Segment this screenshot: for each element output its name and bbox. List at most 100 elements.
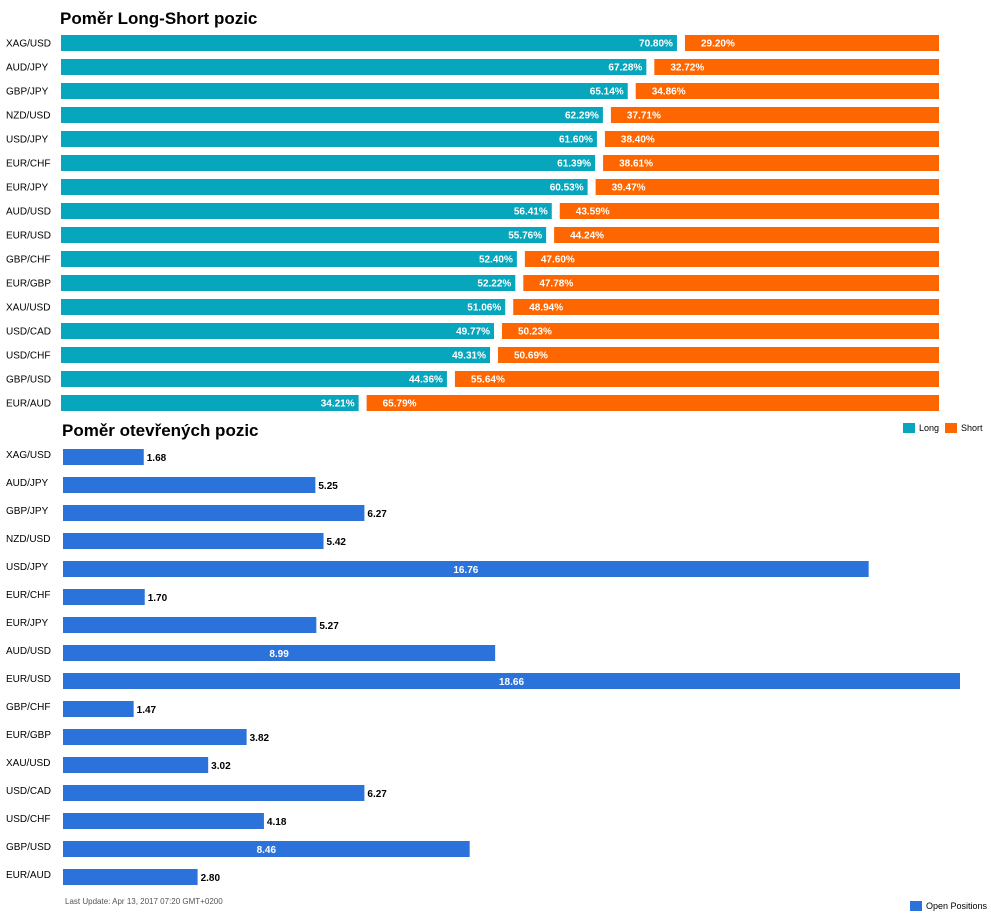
short-value-label-gbp-jpy: 34.86% <box>652 87 686 98</box>
short-bar-usd-cad[interactable] <box>501 323 939 339</box>
open-positions-value-label-gbp-chf: 1.47 <box>137 705 157 716</box>
short-value-label-gbp-chf: 47.60% <box>541 255 575 266</box>
long-bar-usd-chf[interactable] <box>61 347 490 363</box>
open-positions-bar-eur-jpy[interactable] <box>63 617 317 633</box>
long-bar-xau-usd[interactable] <box>61 299 506 315</box>
open-positions-bar-eur-gbp[interactable] <box>63 729 247 745</box>
long-bar-usd-jpy[interactable] <box>61 131 597 147</box>
long-value-label-gbp-jpy: 65.14% <box>590 87 624 98</box>
op-category-label-eur-usd: EUR/USD <box>6 674 51 685</box>
short-value-label-eur-jpy: 39.47% <box>612 183 646 194</box>
short-bar-eur-gbp[interactable] <box>523 275 939 291</box>
open-positions-bar-eur-usd[interactable] <box>63 673 960 689</box>
long-bar-eur-jpy[interactable] <box>61 179 588 195</box>
ls-category-label-gbp-usd: GBP/USD <box>6 375 51 386</box>
short-value-label-eur-chf: 38.61% <box>619 159 653 170</box>
legend-item-open-positions[interactable]: Open Positions <box>910 901 987 911</box>
open-positions-value-label-xau-usd: 3.02 <box>211 761 231 772</box>
short-bar-aud-jpy[interactable] <box>654 59 939 75</box>
short-value-label-aud-jpy: 32.72% <box>670 63 704 74</box>
long-value-label-eur-chf: 61.39% <box>557 159 591 170</box>
legend-swatch-long <box>903 423 915 433</box>
open-positions-chart-title: Poměr otevřených pozic <box>62 421 259 440</box>
open-positions-bar-usd-cad[interactable] <box>63 785 365 801</box>
open-positions-bar-usd-chf[interactable] <box>63 813 264 829</box>
open-positions-bar-xag-usd[interactable] <box>63 449 144 465</box>
open-positions-value-label-eur-usd: 18.66 <box>499 677 524 688</box>
short-value-label-nzd-usd: 37.71% <box>627 111 661 122</box>
op-category-label-gbp-usd: GBP/USD <box>6 842 51 853</box>
short-bar-aud-usd[interactable] <box>559 203 939 219</box>
short-bar-gbp-usd[interactable] <box>454 371 939 387</box>
long-bar-usd-cad[interactable] <box>61 323 494 339</box>
ls-category-label-usd-jpy: USD/JPY <box>6 135 49 146</box>
short-value-label-aud-usd: 43.59% <box>576 207 610 218</box>
long-value-label-xag-usd: 70.80% <box>639 39 673 50</box>
op-category-label-usd-jpy: USD/JPY <box>6 562 49 573</box>
open-positions-bar-aud-usd[interactable] <box>63 645 496 661</box>
short-bar-nzd-usd[interactable] <box>610 107 939 123</box>
long-bar-eur-usd[interactable] <box>61 227 547 243</box>
long-bar-eur-gbp[interactable] <box>61 275 516 291</box>
long-short-chart: XAG/USD 70.80% 29.20% AUD/JPY 67.28% 32.72% GB… <box>6 35 939 411</box>
short-bar-xau-usd[interactable] <box>513 299 939 315</box>
short-bar-usd-chf[interactable] <box>497 347 939 363</box>
open-positions-value-label-usd-cad: 6.27 <box>367 789 387 800</box>
ls-category-label-xau-usd: XAU/USD <box>6 303 50 314</box>
open-positions-bar-gbp-usd[interactable] <box>63 841 470 857</box>
long-bar-gbp-chf[interactable] <box>61 251 517 267</box>
open-positions-value-label-eur-jpy: 5.27 <box>319 621 339 632</box>
open-positions-bar-gbp-jpy[interactable] <box>63 505 365 521</box>
long-bar-xag-usd[interactable] <box>61 35 677 51</box>
long-value-label-eur-usd: 55.76% <box>508 231 542 242</box>
long-value-label-eur-jpy: 60.53% <box>550 183 584 194</box>
legend-item-long[interactable]: Long <box>903 423 939 433</box>
short-bar-xag-usd[interactable] <box>684 35 939 51</box>
short-bar-eur-jpy[interactable] <box>595 179 939 195</box>
long-bar-nzd-usd[interactable] <box>61 107 603 123</box>
open-positions-bar-usd-jpy[interactable] <box>63 561 869 577</box>
short-value-label-usd-chf: 50.69% <box>514 351 548 362</box>
short-bar-eur-aud[interactable] <box>366 395 939 411</box>
open-positions-bar-nzd-usd[interactable] <box>63 533 324 549</box>
open-positions-value-label-usd-jpy: 16.76 <box>453 565 478 576</box>
long-value-label-usd-jpy: 61.60% <box>559 135 593 146</box>
long-value-label-nzd-usd: 62.29% <box>565 111 599 122</box>
open-positions-value-label-aud-jpy: 5.25 <box>318 481 338 492</box>
op-category-label-aud-usd: AUD/USD <box>6 646 51 657</box>
ls-category-label-nzd-usd: NZD/USD <box>6 111 50 122</box>
long-value-label-usd-cad: 49.77% <box>456 327 490 338</box>
short-bar-eur-usd[interactable] <box>554 227 939 243</box>
long-bar-aud-jpy[interactable] <box>61 59 647 75</box>
op-category-label-gbp-chf: GBP/CHF <box>6 702 50 713</box>
long-bar-eur-aud[interactable] <box>61 395 359 411</box>
long-value-label-gbp-usd: 44.36% <box>409 375 443 386</box>
long-bar-eur-chf[interactable] <box>61 155 596 171</box>
legend-item-short[interactable]: Short <box>945 423 983 433</box>
open-positions-bar-xau-usd[interactable] <box>63 757 209 773</box>
legend-swatch-open-positions <box>910 901 922 911</box>
short-bar-gbp-chf[interactable] <box>524 251 939 267</box>
short-value-label-gbp-usd: 55.64% <box>471 375 505 386</box>
open-positions-bar-gbp-chf[interactable] <box>63 701 134 717</box>
long-value-label-usd-chf: 49.31% <box>452 351 486 362</box>
open-positions-bar-eur-chf[interactable] <box>63 589 145 605</box>
short-bar-eur-chf[interactable] <box>603 155 939 171</box>
ls-category-label-aud-usd: AUD/USD <box>6 207 51 218</box>
long-bar-gbp-usd[interactable] <box>61 371 447 387</box>
ls-category-label-usd-chf: USD/CHF <box>6 351 50 362</box>
short-bar-gbp-jpy[interactable] <box>635 83 939 99</box>
op-category-label-gbp-jpy: GBP/JPY <box>6 506 49 517</box>
long-bar-gbp-jpy[interactable] <box>61 83 628 99</box>
open-positions-bar-eur-aud[interactable] <box>63 869 198 885</box>
short-value-label-eur-gbp: 47.78% <box>539 279 573 290</box>
short-bar-usd-jpy[interactable] <box>604 131 939 147</box>
open-positions-bar-aud-jpy[interactable] <box>63 477 316 493</box>
legend-label-short: Short <box>961 423 983 433</box>
long-value-label-aud-usd: 56.41% <box>514 207 548 218</box>
long-bar-aud-usd[interactable] <box>61 203 552 219</box>
open-positions-value-label-gbp-jpy: 6.27 <box>367 509 387 520</box>
ls-category-label-gbp-jpy: GBP/JPY <box>6 87 49 98</box>
op-category-label-eur-gbp: EUR/GBP <box>6 730 51 741</box>
